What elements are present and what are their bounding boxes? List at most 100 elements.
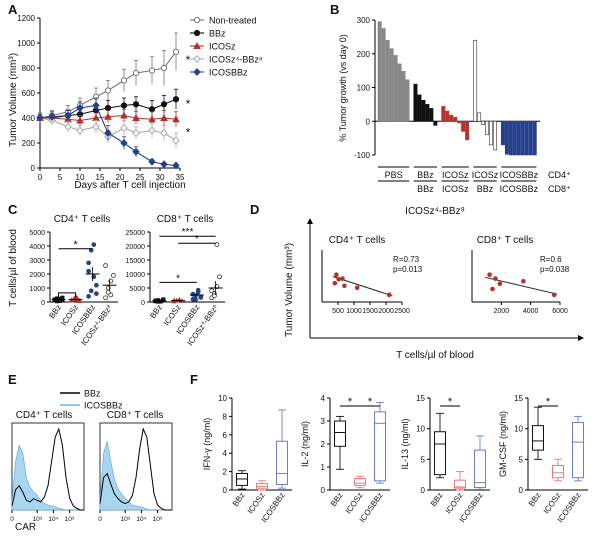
data-point [148, 67, 156, 74]
data-point [132, 113, 140, 121]
data-point [336, 276, 341, 282]
data-point [490, 286, 495, 292]
waterfall-bar [504, 120, 509, 155]
y-tick-label: 1000 [29, 286, 45, 293]
panel-e-cd4-title: CD4⁺ T cells [16, 410, 73, 421]
box-iqr [354, 478, 366, 486]
y-tick-label: 4 [223, 449, 228, 458]
panel-c-letter: C [8, 202, 18, 217]
data-point [108, 292, 114, 298]
waterfall-bar [413, 83, 418, 122]
x-tick-label: 10 [76, 173, 85, 182]
box-iqr [276, 440, 288, 485]
y-tick-label: 25000 [126, 230, 146, 237]
x-tick-label: 1000 [346, 308, 362, 315]
data-point [76, 103, 84, 113]
panel-c-cd8-title: CD8⁺ T cells [157, 214, 214, 225]
waterfall-bar [457, 120, 462, 124]
data-point [148, 115, 156, 123]
data-point [104, 87, 112, 94]
data-point [132, 147, 140, 156]
data-point [120, 102, 128, 109]
box-iqr [374, 411, 386, 482]
waterfall-bar [500, 120, 505, 146]
waterfall-bar [401, 71, 406, 122]
y-tick-label: 0 [421, 486, 426, 495]
category-label: BBz [527, 491, 543, 508]
waterfall-bar [433, 120, 438, 126]
panel-d-ylabel: Tumor Volume (mm³) [284, 243, 295, 337]
y-tick-label: 0 [519, 486, 524, 495]
data-point [160, 128, 168, 138]
data-point [172, 136, 180, 145]
y-tick-label: 8 [223, 412, 228, 421]
y-tick-label: 15 [416, 394, 425, 403]
waterfall-bar [377, 21, 382, 122]
significance-star: * [186, 126, 191, 140]
data-point [104, 128, 112, 138]
x-tick-label: 10³ [32, 516, 42, 523]
y-tick-label: 1 [321, 463, 326, 472]
waterfall-bar [449, 114, 454, 122]
data-point [120, 123, 128, 133]
data-point [198, 294, 204, 300]
data-point [195, 287, 201, 293]
panel-d-cd8-title: CD8⁺ T cells [477, 235, 534, 246]
panel-d-cd4-r: R=0.73 [393, 255, 420, 264]
panel-c-dot-plots: 010002000300040005000BBzICOSzICOSBBzICOS… [29, 227, 225, 347]
significance-star: * [546, 396, 551, 408]
x-tick-label: 20 [116, 173, 125, 182]
panel-e-histograms: BBz ICOSBBz 0 10³ 10⁴ 10⁵ 0 10³ 10⁴ 10⁵ [10, 389, 173, 523]
waterfall-bar [461, 120, 466, 132]
x-tick-label: 30 [156, 173, 165, 182]
data-point [148, 106, 156, 113]
data-point [172, 161, 180, 170]
category-label: BBz [329, 491, 345, 508]
data-point [103, 263, 108, 268]
y-tick-label: 200 [22, 139, 36, 148]
data-point [493, 276, 498, 281]
box-iqr [552, 464, 564, 479]
x-tick-label: 0 [38, 173, 43, 182]
y-tick-label: 0 [366, 117, 371, 126]
data-point [94, 282, 99, 288]
y-tick-label: 5000 [129, 286, 145, 293]
legend-marker [193, 67, 201, 77]
significance-star: * [195, 234, 199, 245]
y-tick-label: 1000 [17, 39, 35, 48]
panel-d-cd4-title: CD4⁺ T cells [329, 235, 386, 246]
waterfall-bar [441, 106, 446, 122]
waterfall-bar [417, 94, 422, 122]
panel-a-letter: A [8, 2, 18, 17]
group-label-top: ICOSz [472, 170, 499, 180]
data-point [354, 285, 360, 291]
group-label-bottom: BBz [477, 184, 494, 194]
box-iqr [454, 479, 466, 489]
data-point [155, 299, 161, 304]
panel-d-cd4-p: p=0.013 [393, 265, 423, 274]
bbz-histogram [99, 427, 172, 511]
waterfall-bar [512, 120, 517, 156]
legend-marker [193, 29, 201, 37]
icosbbz-histogram [11, 443, 84, 511]
data-point [171, 297, 177, 303]
data-point [104, 104, 112, 112]
bbz-histogram [11, 427, 84, 511]
y-tick-label: 4 [321, 394, 326, 403]
x-tick-label: 10³ [120, 516, 130, 523]
data-point [92, 122, 100, 131]
significance-star: * [186, 53, 191, 67]
y-tick-label: 10000 [126, 272, 146, 279]
x-tick-label: 4000 [523, 308, 539, 315]
waterfall-bar [453, 116, 458, 122]
data-point [91, 242, 97, 247]
y-tick-label: 800 [22, 64, 36, 73]
data-point [120, 77, 128, 84]
x-tick-label: 25 [136, 173, 145, 182]
box-iqr [474, 449, 486, 489]
panel-e-letter: E [8, 372, 17, 387]
legend-marker [193, 54, 201, 64]
data-point [160, 160, 168, 169]
panel-a-line-chart: 0 200 400 600 800 1000 1200 0 5 10 15 20 25 30 35 * * * No… [17, 14, 263, 182]
